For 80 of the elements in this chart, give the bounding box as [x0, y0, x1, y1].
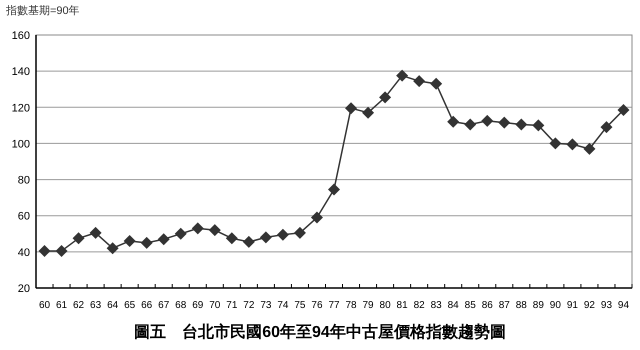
point: [276, 228, 289, 241]
point: [310, 212, 323, 224]
point: [481, 114, 494, 127]
y-tick-label: 120: [12, 102, 30, 114]
x-tick-label: 84: [448, 300, 460, 311]
x-tick-label: 73: [260, 300, 272, 311]
point: [498, 116, 510, 129]
point: [566, 138, 578, 150]
x-tick-label: 94: [618, 300, 630, 311]
x-tick-label: 71: [226, 300, 238, 311]
x-tick-label: 61: [56, 300, 68, 311]
y-tick-label: 160: [12, 30, 30, 42]
point: [174, 228, 187, 240]
y-tick-label: 20: [18, 283, 30, 295]
x-tick-label: 69: [192, 300, 204, 311]
x-tick-label: 66: [141, 300, 153, 311]
y-tick-label: 60: [18, 210, 30, 223]
text: 圖五 台北市民國60年至94年中古屋價格指數趨勢圖: [134, 323, 506, 341]
point: [532, 119, 544, 132]
x-tick-label: 89: [532, 300, 544, 311]
y-axis-title: 指數基期=90年: [5, 4, 80, 17]
point: [430, 78, 442, 90]
x-tick-label: 93: [600, 300, 612, 311]
y-tick-label: 40: [18, 246, 30, 259]
x-tick-label: 92: [584, 300, 596, 311]
x-tick-label: 60: [38, 300, 51, 311]
point: [124, 235, 136, 248]
x-tick-label: 63: [90, 300, 102, 311]
x-tick-label: 72: [243, 300, 255, 311]
point: [600, 121, 612, 134]
point: [72, 232, 85, 244]
point: [464, 118, 476, 130]
point: [413, 75, 426, 88]
point: [208, 224, 221, 236]
y-tick-label: 100: [12, 138, 30, 150]
x-tick-label: 85: [464, 300, 476, 311]
point: [362, 106, 374, 119]
y-tick-label: 80: [18, 174, 30, 187]
point: [583, 142, 596, 155]
point: [158, 233, 170, 246]
point: [379, 91, 392, 104]
point: [56, 244, 68, 257]
x-tick-label: 65: [124, 300, 136, 311]
point: [515, 118, 528, 130]
x-tick-label: 86: [482, 300, 494, 311]
point: [447, 116, 460, 128]
x-tick-label: 74: [277, 300, 289, 311]
x-tick-label: 87: [498, 300, 510, 311]
y-tick-label: 140: [12, 66, 30, 78]
x-tick-label: 75: [294, 300, 306, 311]
point: [328, 184, 340, 196]
x-tick-label: 64: [107, 300, 119, 311]
point: [345, 102, 358, 114]
point: [90, 226, 102, 239]
point: [140, 236, 153, 249]
x-tick-label: 80: [380, 300, 392, 311]
point: [294, 226, 306, 239]
point: [549, 137, 562, 150]
point: [106, 242, 119, 254]
point: [617, 104, 630, 116]
x-tick-label: 76: [311, 300, 323, 311]
x-tick-label: 67: [158, 300, 170, 311]
x-tick-label: 90: [550, 300, 562, 311]
x-tick-label: 83: [430, 300, 442, 311]
x-tick-label: 79: [362, 300, 374, 311]
x-tick-label: 78: [345, 300, 358, 311]
x-tick-label: 81: [396, 300, 408, 311]
x-tick-label: 82: [414, 300, 426, 311]
point: [38, 244, 51, 257]
x-tick-label: 88: [516, 300, 528, 311]
point: [226, 232, 238, 244]
x-tick-label: 91: [566, 300, 578, 311]
x-tick-label: 70: [209, 300, 221, 311]
point: [396, 70, 408, 82]
x-tick-label: 68: [175, 300, 187, 311]
point: [192, 222, 204, 234]
point: [242, 236, 255, 248]
x-tick-label: 62: [73, 300, 85, 311]
point: [260, 231, 272, 244]
x-tick-label: 77: [328, 300, 340, 311]
